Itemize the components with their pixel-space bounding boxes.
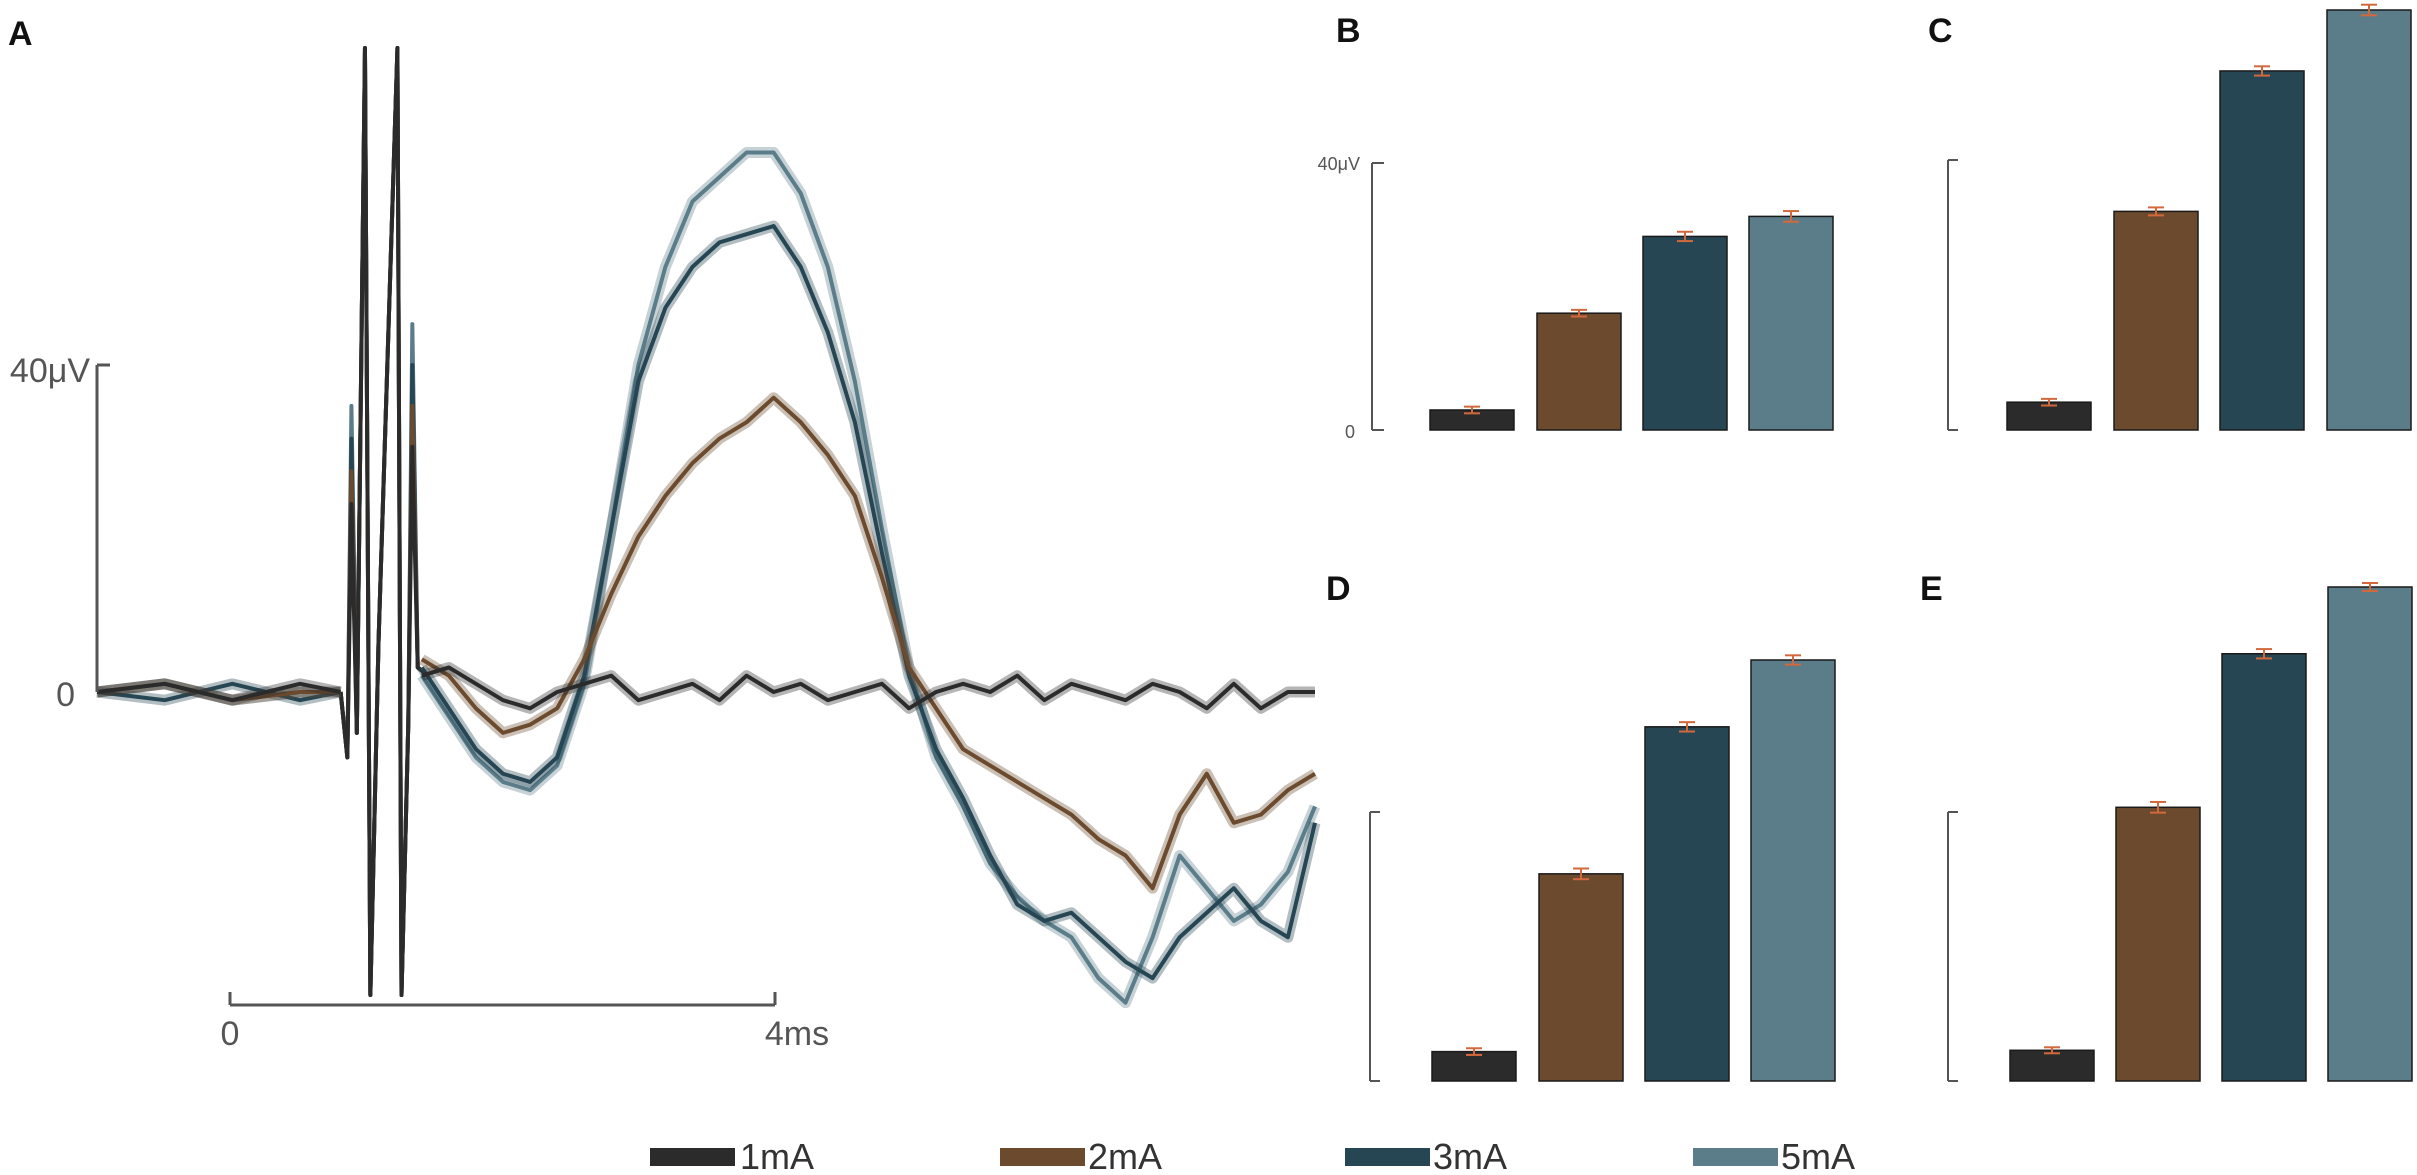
bar-e-1ma: [2009, 1049, 2095, 1082]
panel-label-d: D: [1326, 570, 1351, 608]
error-bar-d-3ma: [1679, 721, 1695, 733]
trace-5ma-1: [420, 150, 1317, 1005]
artifact-spike-1ma: [338, 46, 430, 997]
bar-e-5ma: [2327, 586, 2413, 1082]
trace-1ma-0: [96, 681, 341, 703]
trace-plot-a: [96, 46, 1321, 1009]
bar-e-2ma: [2115, 806, 2201, 1082]
stimulus-artifact: [338, 46, 430, 997]
bar-chart-b: [1429, 210, 1834, 431]
trace-band-5ma-1: [417, 146, 1321, 1009]
legend-label-5ma: 5mA: [1781, 1136, 1855, 1175]
legend-label-2ma: 2mA: [1088, 1136, 1162, 1175]
panel-label-c: C: [1928, 12, 1953, 50]
bar-c-3ma: [2219, 70, 2305, 431]
bar-d-3ma: [1644, 726, 1730, 1082]
x-scale-end-label-a: 4ms: [765, 1015, 829, 1053]
error-bar-b-5ma: [1783, 210, 1799, 223]
x-scale-start-label-a: 0: [221, 1015, 240, 1053]
legend-swatch-2ma: [1000, 1148, 1085, 1166]
legend-label-1ma: 1mA: [740, 1136, 814, 1175]
error-bar-c-1ma: [2041, 397, 2057, 407]
bar-d-1ma: [1431, 1050, 1517, 1082]
error-bar-b-1ma: [1464, 405, 1480, 415]
y-scale-bar-e: [1947, 811, 1958, 1082]
bar-chart-c: [2006, 3, 2412, 431]
y-scale-top-label-a: 40μV: [10, 352, 90, 390]
y-scale-top-label-b: 40μV: [1318, 154, 1360, 174]
y-scale-bar-d: [1369, 811, 1380, 1082]
error-bar-c-3ma: [2254, 65, 2270, 77]
bar-b-5ma: [1748, 215, 1834, 431]
bar-d-2ma: [1538, 873, 1624, 1082]
legend-swatch-3ma: [1345, 1148, 1430, 1166]
error-bar-e-2ma: [2150, 800, 2166, 814]
error-bar-d-2ma: [1573, 867, 1589, 881]
error-bar-d-1ma: [1466, 1047, 1482, 1056]
legend-swatch-5ma: [1693, 1148, 1778, 1166]
error-bar-e-5ma: [2362, 581, 2378, 593]
error-bar-c-2ma: [2148, 206, 2164, 217]
panel-label-b: B: [1336, 12, 1361, 50]
error-bar-b-2ma: [1571, 308, 1587, 318]
error-bar-e-1ma: [2044, 1046, 2060, 1055]
bar-e-3ma: [2221, 653, 2307, 1082]
bar-c-2ma: [2113, 210, 2199, 431]
bar-b-2ma: [1536, 312, 1622, 431]
y-scale-zero-label-b: 0: [1345, 422, 1355, 442]
bar-d-5ma: [1750, 659, 1836, 1082]
y-scale-bar-c: [1947, 159, 1958, 431]
error-bar-d-5ma: [1785, 654, 1801, 666]
panel-label-e: E: [1920, 570, 1943, 608]
bar-c-5ma: [2326, 9, 2412, 431]
bar-chart-d: [1431, 654, 1836, 1082]
trace-1ma-1: [421, 665, 1315, 711]
trace-2ma-1: [420, 395, 1317, 891]
legend-swatch-1ma: [650, 1148, 735, 1166]
legend: 1mA 2mA 3mA 5mA: [650, 1136, 1855, 1175]
trace-3ma-1: [420, 224, 1317, 981]
bar-b-3ma: [1642, 235, 1728, 431]
bar-chart-e: [2009, 581, 2413, 1082]
trace-3ma-0: [96, 681, 341, 703]
y-scale-bar-b: 40μV 0: [1318, 154, 1384, 442]
y-scale-bar-a: 40μV 0: [10, 352, 110, 714]
x-scale-bar-a: 0 4ms: [221, 992, 829, 1053]
legend-label-3ma: 3mA: [1433, 1136, 1507, 1175]
panel-label-a: A: [8, 15, 33, 53]
error-bar-c-5ma: [2361, 3, 2377, 17]
error-bar-b-3ma: [1677, 230, 1693, 243]
error-bar-e-3ma: [2256, 648, 2272, 660]
y-scale-zero-label-a: 0: [56, 676, 75, 714]
